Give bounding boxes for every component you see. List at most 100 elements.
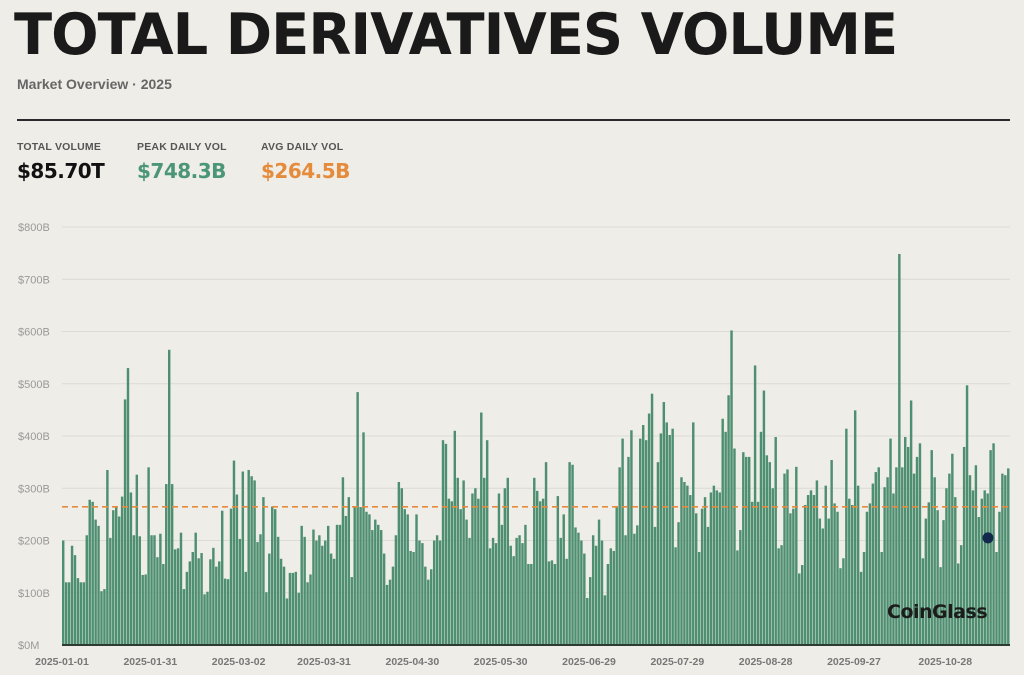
- bar: [303, 536, 306, 645]
- bar: [456, 477, 459, 645]
- bar: [409, 550, 412, 645]
- bar: [279, 558, 283, 645]
- bar: [798, 573, 801, 645]
- bar: [774, 437, 777, 645]
- bar: [742, 452, 745, 645]
- x-tick-label: 2025-03-02: [212, 656, 266, 668]
- stat-value: $85.70T: [17, 159, 105, 183]
- bar: [580, 540, 583, 645]
- bar: [559, 537, 562, 645]
- bar: [394, 535, 398, 645]
- bar: [244, 571, 247, 645]
- bar: [765, 455, 769, 645]
- bar: [503, 488, 507, 645]
- bar: [471, 493, 474, 645]
- bar: [750, 501, 754, 645]
- stat-avg-daily-vol: AVG DAILY VOL $264.5B: [261, 141, 350, 183]
- bar: [506, 477, 509, 645]
- bar: [206, 591, 209, 645]
- x-tick-label: 2025-09-27: [827, 656, 881, 668]
- bar: [424, 566, 427, 646]
- bar: [359, 507, 362, 645]
- bar: [324, 540, 327, 645]
- bar: [238, 538, 242, 645]
- bar: [536, 490, 539, 645]
- bar: [547, 561, 551, 645]
- bar: [789, 513, 792, 645]
- bar: [415, 514, 418, 646]
- bar: [256, 542, 259, 645]
- bar: [845, 428, 848, 645]
- bar: [759, 431, 763, 645]
- bar: [851, 504, 854, 645]
- x-tick-label: 2025-07-29: [650, 656, 704, 668]
- bar: [159, 533, 162, 645]
- bar: [815, 480, 819, 645]
- bar: [901, 467, 904, 645]
- bar: [668, 434, 671, 645]
- bar: [62, 540, 65, 645]
- bar: [839, 568, 842, 645]
- bar: [880, 552, 883, 645]
- bar: [438, 540, 442, 645]
- bar: [977, 516, 981, 645]
- bar: [806, 495, 810, 645]
- y-tick-label: $200B: [18, 536, 50, 548]
- bar: [291, 572, 295, 645]
- bar: [1001, 473, 1004, 645]
- bar: [203, 594, 206, 645]
- bar: [906, 446, 910, 645]
- bar: [165, 484, 168, 645]
- bar: [874, 472, 878, 645]
- bar: [200, 553, 203, 645]
- x-tick-label: 2025-05-30: [474, 656, 528, 668]
- bar: [918, 443, 922, 645]
- bar: [97, 525, 100, 645]
- bar: [156, 557, 159, 645]
- bar: [848, 498, 851, 645]
- bar: [338, 524, 342, 645]
- bar: [683, 481, 686, 645]
- bar: [859, 571, 863, 645]
- bar: [538, 501, 542, 645]
- bar: [636, 525, 639, 645]
- x-tick-label: 2025-08-28: [739, 656, 793, 668]
- bar: [606, 564, 610, 645]
- bar: [553, 564, 557, 645]
- y-tick-label: $0M: [18, 640, 39, 652]
- bar: [974, 465, 978, 645]
- bar: [603, 595, 607, 645]
- bar: [624, 535, 627, 645]
- bar: [321, 545, 324, 645]
- bar: [904, 437, 907, 645]
- bar: [262, 497, 265, 645]
- bar: [341, 477, 345, 645]
- bar: [912, 473, 916, 645]
- highlight-marker: [982, 532, 994, 544]
- bar: [500, 524, 504, 645]
- bar: [468, 537, 471, 645]
- bar: [597, 519, 601, 645]
- page-subtitle: Market Overview · 2025: [17, 76, 172, 92]
- bar: [112, 510, 115, 645]
- bar: [129, 492, 133, 645]
- bar: [883, 487, 886, 645]
- stat-label: PEAK DAILY VOL: [137, 141, 227, 153]
- bar: [447, 498, 451, 645]
- stat-peak-daily-vol: PEAK DAILY VOL $748.3B: [137, 141, 227, 183]
- bar: [356, 392, 359, 645]
- bar: [123, 399, 127, 645]
- bar: [288, 572, 292, 645]
- bar: [957, 563, 960, 645]
- bar: [968, 475, 972, 645]
- bar: [591, 535, 595, 645]
- bar: [862, 552, 866, 645]
- x-tick-label: 2025-06-29: [562, 656, 616, 668]
- bar: [689, 495, 692, 645]
- bar: [706, 526, 710, 645]
- bar: [909, 400, 913, 645]
- bar: [403, 509, 406, 645]
- bar: [865, 511, 869, 645]
- bar: [297, 592, 300, 645]
- bar: [633, 533, 636, 645]
